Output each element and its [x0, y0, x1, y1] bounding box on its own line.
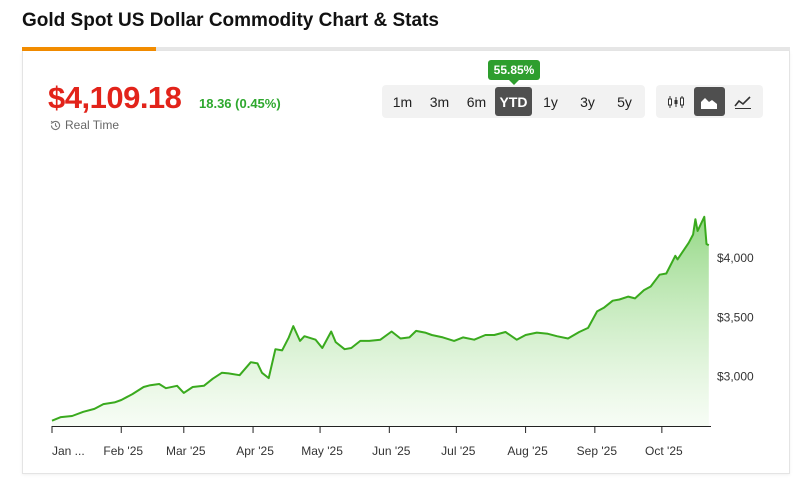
x-tick-label: Aug '25: [507, 444, 548, 458]
candlestick-icon: [667, 95, 684, 108]
line-chart-button[interactable]: [728, 87, 759, 116]
time-range-selector: 1m 3m 6m YTD 1y 3y 5y: [382, 85, 645, 118]
x-tick-label: Jan ...: [52, 444, 85, 458]
x-axis-ticks: Jan ... Feb '25 Mar '25 Apr '25 May '25 Jun '…: [51, 426, 683, 458]
x-tick-label: May '25: [301, 444, 343, 458]
x-tick-label: Sep '25: [577, 444, 618, 458]
x-tick-label: Apr '25: [236, 444, 274, 458]
x-tick-label: Feb '25: [103, 444, 143, 458]
x-tick-label: Mar '25: [166, 444, 206, 458]
current-price: $4,109.18: [48, 80, 182, 115]
x-tick-label: Jun '25: [372, 444, 411, 458]
y-axis-ticks: $3,000 $3,500 $4,000: [717, 251, 754, 383]
realtime-label: Real Time: [65, 118, 120, 132]
title-underline-accent: [22, 47, 156, 51]
line-chart-icon: [734, 95, 752, 109]
range-button-1m[interactable]: 1m: [392, 93, 413, 110]
title-underline: [22, 47, 790, 51]
y-tick-label: $3,000: [717, 369, 754, 383]
range-button-ytd[interactable]: YTD: [495, 87, 532, 116]
x-tick-label: Jul '25: [441, 444, 476, 458]
page-title: Gold Spot US Dollar Commodity Chart & St…: [22, 10, 439, 31]
range-button-3m[interactable]: 3m: [429, 93, 450, 110]
area-chart-button[interactable]: [693, 87, 725, 116]
y-tick-label: $4,000: [717, 251, 754, 265]
range-button-3y[interactable]: 3y: [580, 93, 595, 110]
range-button-6m[interactable]: 6m: [466, 93, 487, 110]
candlestick-chart-button[interactable]: [660, 87, 691, 116]
area-chart-icon: [701, 97, 718, 109]
x-tick-label: Oct '25: [645, 444, 683, 458]
price-area-fill: [52, 216, 709, 426]
chart-type-selector: [656, 85, 763, 118]
price-change: 18.36 (0.45%): [199, 96, 281, 111]
realtime-indicator: Real Time: [49, 118, 119, 132]
chart-card: [22, 51, 790, 474]
range-button-5y[interactable]: 5y: [617, 93, 632, 110]
y-tick-label: $3,500: [717, 310, 754, 324]
price-line: [51, 215, 710, 422]
ytd-change-badge: 55.85%: [488, 60, 540, 85]
history-clock-icon: [50, 120, 61, 130]
range-button-1y[interactable]: 1y: [543, 93, 558, 110]
